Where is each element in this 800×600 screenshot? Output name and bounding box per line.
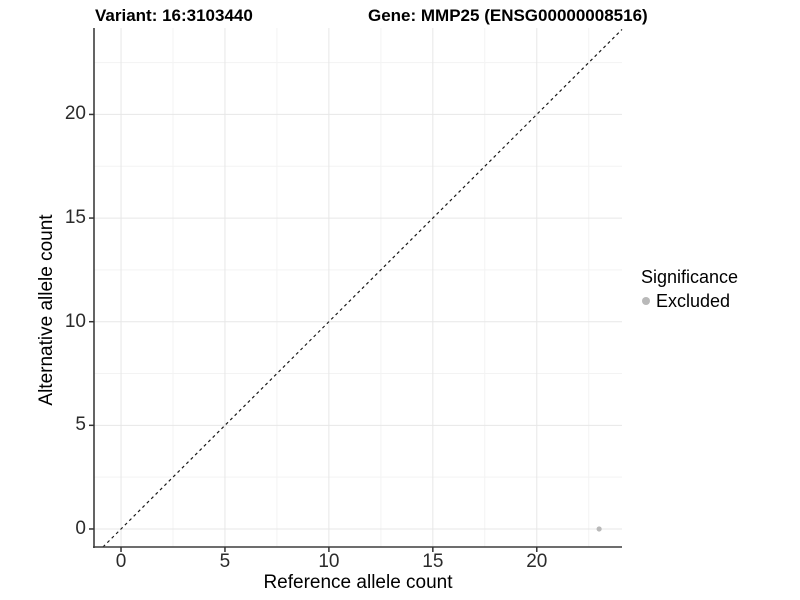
x-tick-label: 15 [422, 551, 444, 572]
legend-title: Significance [641, 267, 739, 287]
x-tick-label: 0 [115, 551, 127, 572]
x-axis-label: Reference allele count [263, 572, 453, 593]
excluded-point-marker-icon [642, 297, 650, 305]
y-tick-label: 10 [64, 310, 86, 332]
gene-title: Gene: MMP25 (ENSG00000008516) [368, 6, 648, 25]
data-point-excluded [596, 526, 602, 532]
x-tick-label: 10 [318, 551, 340, 572]
legend-item-label: Excluded [656, 291, 731, 311]
y-tick-label: 15 [64, 207, 86, 229]
legend-item-excluded: Excluded [638, 290, 738, 312]
y-tick-label: 5 [75, 414, 86, 436]
x-tick-label: 20 [526, 551, 548, 572]
x-tick-label: 5 [219, 551, 231, 572]
y-axis-label: Alternative allele count [36, 214, 57, 406]
identity-dashed-line [102, 29, 623, 548]
y-tick-label: 20 [64, 103, 86, 125]
variant-title: Variant: 16:3103440 [95, 6, 253, 25]
y-tick-label: 0 [75, 517, 86, 539]
legend: Significance Excluded [638, 266, 738, 312]
